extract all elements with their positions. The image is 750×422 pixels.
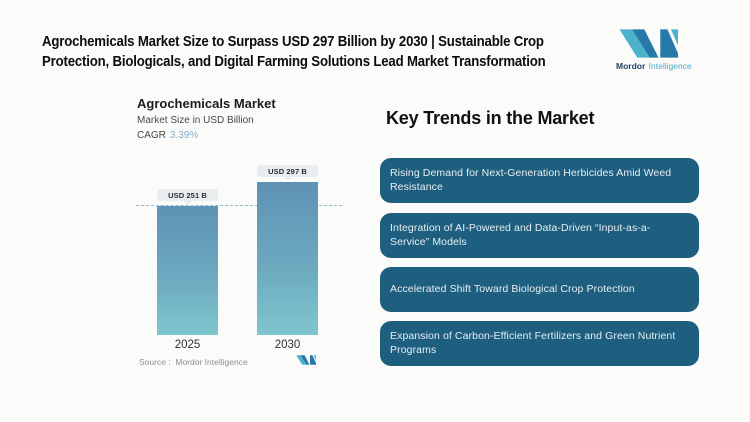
chart-cagr: CAGR 3.39%	[137, 130, 198, 141]
trend-card-1-text: Rising Demand for Next-Generation Herbic…	[390, 167, 672, 193]
chart-title: Agrochemicals Market	[137, 96, 276, 111]
bar-value-label-2025: USD 251 B	[157, 189, 218, 205]
brand-logo: Mordor Intelligence	[616, 27, 706, 71]
trend-card-1: Rising Demand for Next-Generation Herbic…	[380, 158, 699, 203]
bar-value-label-2030: USD 297 B	[257, 165, 318, 181]
trend-card-2: Integration of AI-Powered and Data-Drive…	[380, 213, 699, 258]
bar-2030	[257, 182, 318, 335]
trends-heading: Key Trends in the Market	[386, 108, 595, 128]
page-title-line-1: Agrochemicals Market Size to Surpass USD…	[42, 33, 544, 50]
axis-label-2025: 2025	[174, 339, 201, 351]
trend-card-4: Expansion of Carbon-Efficient Fertilizer…	[380, 321, 699, 366]
trend-card-4-text: Expansion of Carbon-Efficient Fertilizer…	[390, 330, 676, 356]
cagr-value: 3.39%	[169, 130, 199, 141]
trend-card-3-text: Accelerated Shift Toward Biological Crop…	[390, 282, 635, 295]
mordor-logo-icon	[616, 27, 706, 60]
trend-card-3: Accelerated Shift Toward Biological Crop…	[380, 267, 699, 312]
chart-subtitle: Market Size in USD Billion	[137, 115, 254, 126]
page-title-line-2: Protection, Biologicals, and Digital Far…	[42, 53, 546, 70]
axis-label-2030: 2030	[274, 339, 301, 351]
trend-card-2-text: Integration of AI-Powered and Data-Drive…	[390, 222, 651, 248]
brand-wordmark: Mordor Intelligence	[616, 61, 706, 71]
mordor-logo-mini-icon	[295, 353, 316, 371]
page-title: Agrochemicals Market Size to Surpass USD…	[42, 32, 614, 72]
brand-name-light: Intelligence	[648, 61, 692, 71]
reference-dashed-line	[136, 205, 342, 206]
source-attribution: Source : Mordor Intelligence	[139, 357, 248, 367]
brand-name-bold: Mordor	[616, 61, 646, 71]
bar-2025	[157, 206, 218, 335]
cagr-label: CAGR	[137, 130, 166, 141]
